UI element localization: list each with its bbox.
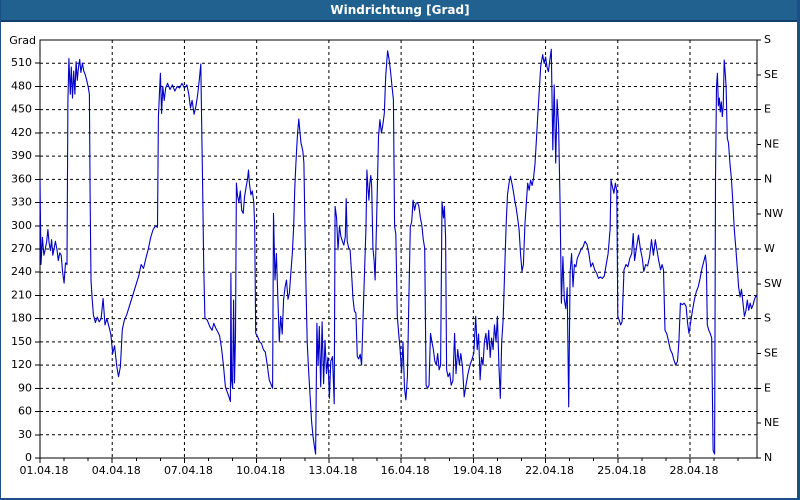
- compass-label: SW: [764, 277, 782, 290]
- x-axis-tick-label: 13.04.18: [308, 464, 357, 477]
- y-axis-tick-label: 300: [11, 219, 32, 232]
- window-frame-bottom: [0, 498, 800, 500]
- x-axis-tick-label: 28.04.18: [670, 464, 719, 477]
- y-axis-tick-label: 150: [11, 335, 32, 348]
- y-axis-title: Grad: [9, 34, 36, 47]
- y-axis-tick-label: 390: [11, 149, 32, 162]
- y-axis-tick-label: 360: [11, 172, 32, 185]
- y-axis-tick-label: 60: [18, 405, 32, 418]
- y-axis-tick-label: 120: [11, 358, 32, 371]
- y-axis-tick-label: 480: [11, 79, 32, 92]
- compass-label: N: [764, 172, 772, 185]
- compass-label: NW: [764, 207, 783, 220]
- y-axis-tick-label: 240: [11, 265, 32, 278]
- x-axis-tick-label: 25.04.18: [597, 464, 646, 477]
- compass-label: N: [764, 451, 772, 464]
- y-axis-tick-label: 180: [11, 312, 32, 325]
- y-axis-tick-label: 270: [11, 242, 32, 255]
- x-axis-tick-label: 22.04.18: [525, 464, 574, 477]
- x-axis-tick-label: 01.04.18: [20, 464, 69, 477]
- x-axis-tick-label: 07.04.18: [164, 464, 213, 477]
- x-axis-tick-label: 16.04.18: [381, 464, 430, 477]
- compass-label: S: [764, 312, 771, 325]
- x-axis-tick-label: 04.04.18: [92, 464, 141, 477]
- y-axis-tick-label: 450: [11, 103, 32, 116]
- window-frame-right: [797, 0, 800, 500]
- y-axis-tick-label: 90: [18, 381, 32, 394]
- plot-area: [39, 39, 758, 459]
- x-axis-tick-label: 19.04.18: [453, 464, 502, 477]
- y-axis-tick-label: 0: [25, 451, 32, 464]
- window-frame-left: [0, 0, 1, 500]
- y-axis-tick-label: 210: [11, 288, 32, 301]
- y-axis-tick-label: 30: [18, 428, 32, 441]
- compass-label: E: [764, 103, 771, 116]
- compass-label: S: [764, 33, 771, 46]
- compass-label: W: [764, 242, 775, 255]
- compass-label: E: [764, 381, 771, 394]
- wind-direction-chart: 0 30 60 90 120 150 180 210 240 270 300 330 360 390 420…: [9, 33, 783, 477]
- compass-label: SE: [764, 347, 778, 360]
- title-bar: Windrichtung [Grad]: [0, 0, 800, 22]
- window-title: Windrichtung [Grad]: [330, 3, 470, 17]
- y-axis-tick-label: 330: [11, 196, 32, 209]
- compass-label: SE: [764, 68, 778, 81]
- x-axis-tick-label: 10.04.18: [236, 464, 285, 477]
- compass-label: NE: [764, 138, 779, 151]
- y-axis-tick-label: 420: [11, 126, 32, 139]
- y-axis-tick-label: 510: [11, 56, 32, 69]
- compass-label: NE: [764, 416, 779, 429]
- wind-direction-line: [39, 48, 758, 455]
